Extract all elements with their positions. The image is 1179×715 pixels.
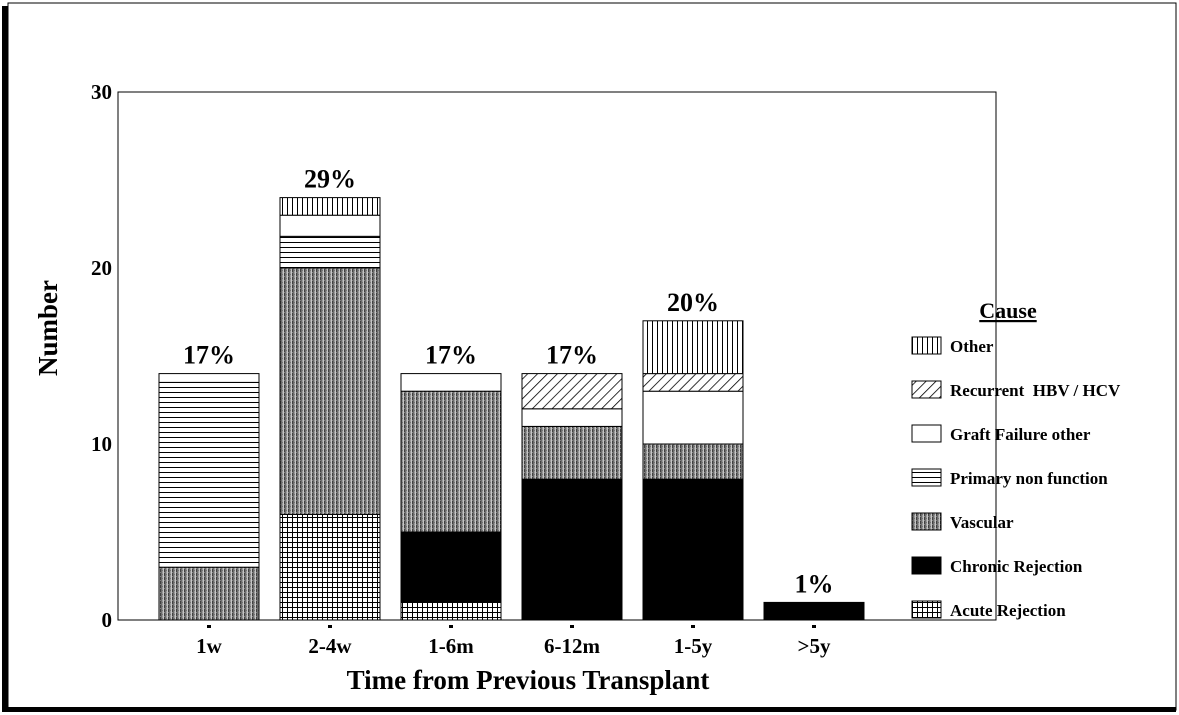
bar-segment-graft-failure-other	[400, 373, 502, 392]
bar-percent-label: 29%	[304, 165, 356, 194]
figure-shadow-bottom	[2, 707, 1176, 712]
y-tick-label: 20	[91, 256, 112, 280]
legend-swatch-chronic-rejection	[911, 556, 942, 575]
bar-percent-label: 20%	[667, 288, 719, 317]
bar-segment-vascular	[158, 566, 260, 621]
bar-percent-label: 17%	[425, 341, 477, 370]
bars-layer: 17% 29% 17% 17% 20% 1%	[158, 165, 865, 621]
y-axis-title: Number	[33, 280, 63, 376]
bar-segment-acute-rejection	[279, 513, 381, 621]
bar-segment-chronic-rejection	[763, 601, 865, 621]
legend-swatch-acute-rejection	[911, 600, 942, 619]
legend-swatch-graft-failure-other	[911, 424, 942, 443]
legend-title: Cause	[979, 298, 1037, 323]
ticks-layer: 1w 2-4w 1-6m 6-12m 1-5y >5y 0 10 20 30	[91, 80, 831, 658]
y-tick-label: 10	[91, 432, 112, 456]
bar-segment-recurrent-hbv-hcv	[642, 373, 744, 392]
x-tick-label: 6-12m	[544, 634, 600, 658]
x-tick-mark	[570, 625, 574, 628]
y-tick-label: 0	[102, 608, 113, 632]
x-tick-mark	[449, 625, 453, 628]
legend-swatch-recurrent-hbv-hcv	[911, 380, 942, 399]
x-tick-mark	[207, 625, 211, 628]
figure-shadow-left	[2, 6, 8, 710]
x-tick-label: 2-4w	[308, 634, 352, 658]
bar-segment-primary-non-function	[158, 381, 260, 568]
x-tick-mark	[328, 625, 332, 628]
bar-segment-chronic-rejection	[400, 531, 502, 603]
legend-swatch-primary-non-function	[911, 468, 942, 487]
x-tick-mark	[691, 625, 695, 628]
legend-label-acute-rejection: Acute Rejection	[950, 601, 1066, 620]
x-tick-mark	[812, 625, 816, 628]
bar-segment-chronic-rejection	[521, 478, 623, 621]
y-tick-label: 30	[91, 80, 112, 104]
bar-segment-chronic-rejection	[642, 478, 744, 621]
bar-segment-other	[642, 320, 744, 375]
x-axis-title: Time from Previous Transplant	[347, 665, 710, 695]
bar-segment-graft-failure-other	[642, 390, 744, 445]
legend-label-graft-failure-other: Graft Failure other	[950, 425, 1091, 444]
legend-swatch-vascular	[911, 512, 942, 531]
legend: Other Recurrent HBV / HCV Graft Failure ot…	[911, 336, 1121, 620]
legend-label-other: Other	[950, 337, 994, 356]
bar-percent-label: 17%	[183, 341, 235, 370]
legend-label-recurrent-hbv-hcv: Recurrent HBV / HCV	[950, 381, 1121, 400]
bar-segment-graft-failure-other	[158, 373, 260, 383]
x-tick-label: 1-5y	[674, 634, 713, 658]
bar-segment-primary-non-function	[279, 235, 381, 269]
bar-percent-label: 17%	[546, 341, 598, 370]
legend-label-chronic-rejection: Chronic Rejection	[950, 557, 1083, 576]
bar-segment-vascular	[279, 267, 381, 515]
x-tick-label: 1w	[196, 634, 223, 658]
bar-segment-graft-failure-other	[521, 408, 623, 427]
bar-segment-other	[279, 197, 381, 216]
bar-segment-vascular	[642, 443, 744, 480]
bar-percent-label: 1%	[795, 569, 834, 598]
bar-segment-vascular	[521, 425, 623, 480]
legend-label-vascular: Vascular	[950, 513, 1014, 532]
legend-label-primary-non-function: Primary non function	[950, 469, 1108, 488]
x-tick-label: >5y	[798, 634, 831, 658]
bar-segment-vascular	[400, 390, 502, 533]
bar-segment-graft-failure-other	[279, 214, 381, 237]
bar-segment-recurrent-hbv-hcv	[521, 373, 623, 410]
x-tick-label: 1-6m	[428, 634, 474, 658]
bar-segment-acute-rejection	[400, 601, 502, 621]
legend-swatch-other	[911, 336, 942, 355]
